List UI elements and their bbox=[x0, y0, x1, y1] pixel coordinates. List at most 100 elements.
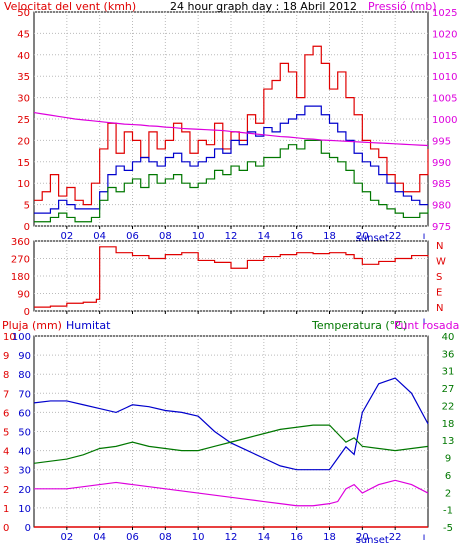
y-right-tick-label: 985 bbox=[432, 179, 451, 190]
y-right-tick-label: 1000 bbox=[432, 115, 457, 126]
rain-tick-label: 3 bbox=[3, 466, 9, 477]
dewpoint-axis-label: Punt rosada bbox=[394, 319, 459, 332]
humidity-tick-label: 0 bbox=[25, 523, 31, 534]
rain-tick-label: 9 bbox=[3, 351, 9, 362]
humidity-tick-label: 50 bbox=[18, 428, 31, 439]
compass-label: S bbox=[436, 272, 442, 283]
x-tick-label: 14 bbox=[257, 231, 270, 242]
y-left-tick-label: 180 bbox=[11, 272, 30, 283]
humidity-tick-label: 80 bbox=[18, 370, 31, 381]
compass-label: N bbox=[436, 303, 443, 314]
compass-label: W bbox=[436, 257, 446, 268]
y-left-tick-label: 35 bbox=[17, 72, 30, 83]
wind-panel: 0510152025303540455097598098599099510001… bbox=[17, 8, 457, 244]
series-line-green bbox=[33, 424, 429, 464]
x-tick-label: 18 bbox=[323, 532, 336, 543]
x-tick-label: 16 bbox=[290, 231, 303, 242]
rain-tick-label: 4 bbox=[3, 447, 9, 458]
humidity-tick-label: 10 bbox=[18, 504, 31, 515]
rain-tick-label: 8 bbox=[3, 370, 9, 381]
temperature-tick-label: 31 bbox=[442, 367, 455, 378]
y-right-tick-label: 1020 bbox=[432, 29, 457, 40]
wind-axis-label: Velocitat del vent (kmh) bbox=[4, 0, 136, 13]
y-left-tick-label: 20 bbox=[17, 136, 30, 147]
x-tick-label: 06 bbox=[126, 532, 139, 543]
rain-tick-label: 7 bbox=[3, 389, 9, 400]
y-left-tick-label: 15 bbox=[17, 158, 30, 169]
x-tick-label: 22 bbox=[389, 231, 402, 242]
x-tick-label: 12 bbox=[225, 532, 238, 543]
y-left-tick-label: 360 bbox=[11, 237, 30, 248]
rain-tick-label: 10 bbox=[3, 332, 16, 343]
rain-tick-label: 1 bbox=[3, 504, 9, 515]
humidity-tick-label: 40 bbox=[18, 447, 31, 458]
y-left-tick-label: 90 bbox=[17, 290, 30, 301]
y-right-tick-label: 980 bbox=[432, 201, 451, 212]
y-right-tick-label: 975 bbox=[432, 222, 451, 233]
humidity-tick-label: 90 bbox=[18, 351, 31, 362]
compass-label: N bbox=[436, 241, 443, 252]
rain-tick-label: 0 bbox=[3, 523, 9, 534]
x-tick-label: 04 bbox=[93, 231, 106, 242]
sunset-label: sunset bbox=[356, 233, 389, 244]
x-tick-label: 02 bbox=[60, 532, 73, 543]
temperature-tick-label: 9 bbox=[445, 454, 451, 465]
x-tick-label: 08 bbox=[159, 532, 172, 543]
x-tick-label: 04 bbox=[93, 532, 106, 543]
series-line-direction bbox=[34, 246, 429, 308]
rain-tick-label: 2 bbox=[3, 485, 9, 496]
y-right-tick-label: 990 bbox=[432, 158, 451, 169]
y-left-tick-label: 10 bbox=[17, 179, 30, 190]
x-tick-label: ı bbox=[423, 231, 426, 242]
humidity-tick-label: 60 bbox=[18, 408, 31, 419]
x-tick-label: 16 bbox=[290, 532, 303, 543]
x-tick-label: 10 bbox=[192, 231, 205, 242]
humidity-panel: 0123456789100102030405060708090100-5-126… bbox=[3, 332, 454, 546]
temperature-axis-label: Temperatura (°C) bbox=[311, 319, 407, 332]
x-tick-label: 20 bbox=[356, 532, 369, 543]
x-tick-label: 14 bbox=[257, 532, 270, 543]
x-tick-label: 10 bbox=[192, 532, 205, 543]
compass-label: E bbox=[436, 288, 442, 299]
y-left-tick-label: 0 bbox=[24, 222, 30, 233]
x-tick-label: 22 bbox=[389, 532, 402, 543]
y-right-tick-label: 1015 bbox=[432, 51, 457, 62]
y-right-tick-label: 995 bbox=[432, 136, 451, 147]
series-line-green bbox=[34, 139, 429, 223]
series-line-magenta bbox=[33, 111, 429, 147]
y-right-tick-label: 1010 bbox=[432, 72, 457, 83]
x-tick-label: ı bbox=[423, 532, 426, 543]
temperature-tick-label: 6 bbox=[445, 471, 451, 482]
wind-panel-frame bbox=[33, 11, 429, 227]
x-tick-label: 06 bbox=[126, 231, 139, 242]
temperature-tick-label: 18 bbox=[442, 419, 455, 430]
pressure-axis-label: Pressió (mb) bbox=[368, 0, 437, 13]
y-left-tick-label: 5 bbox=[24, 201, 30, 212]
temperature-tick-label: 13 bbox=[442, 436, 455, 447]
series-line-blue bbox=[34, 105, 428, 214]
humidity-tick-label: 20 bbox=[18, 485, 31, 496]
series-line-blue bbox=[33, 377, 429, 471]
x-tick-label: 02 bbox=[60, 231, 73, 242]
y-right-tick-label: 1025 bbox=[432, 8, 457, 19]
humidity-tick-label: 100 bbox=[12, 332, 31, 343]
chart-title: 24 hour graph day : 18 Abril 2012 bbox=[170, 0, 357, 13]
x-tick-label: 20 bbox=[356, 231, 369, 242]
direction-panel-frame bbox=[33, 240, 429, 312]
y-left-tick-label: 30 bbox=[17, 94, 30, 105]
temperature-tick-label: -5 bbox=[443, 523, 453, 534]
humidity-tick-label: 30 bbox=[18, 466, 31, 477]
temperature-tick-label: 22 bbox=[442, 401, 455, 412]
y-left-tick-label: 50 bbox=[17, 8, 30, 19]
series-line-magenta bbox=[34, 479, 429, 507]
x-tick-label: 08 bbox=[159, 231, 172, 242]
y-left-tick-label: 270 bbox=[11, 255, 30, 266]
rain-tick-label: 6 bbox=[3, 408, 9, 419]
humidity-tick-label: 70 bbox=[18, 389, 31, 400]
temperature-tick-label: -1 bbox=[443, 506, 453, 517]
x-tick-label: 12 bbox=[225, 231, 238, 242]
rain-axis-label: Pluja (mm) bbox=[2, 319, 62, 332]
